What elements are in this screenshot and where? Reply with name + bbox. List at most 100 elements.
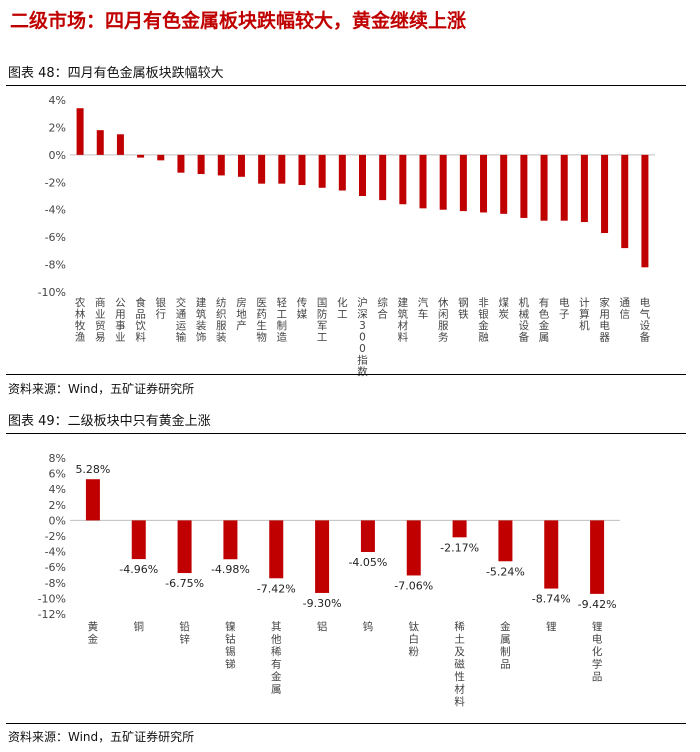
y-tick-label: 4% <box>49 94 66 107</box>
y-tick-label: 2% <box>49 121 66 134</box>
bar-稀土及磁性材料 <box>452 520 467 538</box>
bar-家用电器 <box>601 154 609 234</box>
figure-48-top-rule <box>6 85 686 86</box>
bar-化工 <box>338 154 346 191</box>
y-tick-label: -2% <box>45 176 66 189</box>
data-label: -4.98% <box>211 563 250 576</box>
category-label: 锂 <box>546 620 557 633</box>
category-label: 金属制品 <box>500 620 511 671</box>
category-label: 计算机 <box>579 296 590 332</box>
category-label: 建筑装饰 <box>196 296 207 344</box>
category-label: 稀土及磁性材料 <box>454 620 465 708</box>
data-label: -2.17% <box>440 541 479 554</box>
category-label: 钨 <box>363 620 374 633</box>
category-label: 休闲服务 <box>438 297 449 344</box>
bar-交通运输 <box>177 154 185 173</box>
category-label: 沪深 3 0 0 指数 <box>357 296 368 378</box>
data-label: -4.05% <box>348 556 387 569</box>
bar-通信 <box>621 154 629 249</box>
category-label: 煤炭 <box>498 296 509 321</box>
category-label: 钛白粉 <box>409 620 420 658</box>
figure-48-source: 资料来源：Wind，五矿证券研究所 <box>8 382 195 396</box>
category-label: 商业贸易 <box>95 296 106 344</box>
chart-sector-returns: 4% 2% 0% -2% -4% -6% -8% -10% 农林牧渔商业贸易公用事业食品饮料银… <box>38 94 655 378</box>
bar-沪深300指数 <box>359 154 366 196</box>
bar-铅锌 <box>177 520 192 574</box>
category-label: 有色金属 <box>539 296 550 344</box>
bar-汽车 <box>419 154 427 209</box>
bar-钛白粉 <box>406 520 421 576</box>
category-label: 农林牧渔 <box>75 296 86 344</box>
bar-公用事业 <box>116 134 124 155</box>
data-label: 5.28% <box>75 463 110 476</box>
bar-轻工制造 <box>278 154 286 184</box>
bar-房地产 <box>237 154 245 177</box>
figure-49-source: 资料来源：Wind，五矿证券研究所 <box>8 730 195 744</box>
y-tick-label: -12% <box>38 608 66 621</box>
bar-建筑材料 <box>399 154 407 205</box>
data-label: -8.74% <box>532 593 571 606</box>
bar-黄金 <box>85 479 100 521</box>
y-tick-label: -6% <box>45 231 66 244</box>
category-label: 铝 <box>317 620 328 633</box>
bar-休闲服务 <box>439 154 447 210</box>
y-tick-label: -10% <box>38 592 66 605</box>
category-label: 铅锌 <box>179 620 190 646</box>
data-label: -6.75% <box>165 577 204 590</box>
bar-钢铁 <box>459 154 467 212</box>
bar-钨 <box>360 520 375 552</box>
bar-综合 <box>379 154 387 201</box>
category-label: 公用事业 <box>115 297 126 344</box>
bar-有色金属 <box>540 154 548 221</box>
category-label: 房地产 <box>236 296 247 332</box>
bar-食品饮料 <box>137 154 145 158</box>
y-tick-label: 4% <box>49 483 66 496</box>
bar-镍钴锡锑 <box>223 520 238 560</box>
category-label: 汽车 <box>418 296 429 321</box>
category-label: 镍钴锡锑 <box>225 620 236 671</box>
bar-其他稀有金属 <box>269 520 284 579</box>
category-label: 轻工制造 <box>277 296 288 344</box>
category-label: 其他稀有金属 <box>271 621 282 696</box>
category-label: 钢铁 <box>458 296 469 321</box>
category-label: 非银金融 <box>478 297 489 344</box>
category-label: 食品饮料 <box>135 296 146 344</box>
bar-铜 <box>131 520 146 560</box>
figure-49-bottom-rule <box>6 723 686 724</box>
data-label: -7.06% <box>394 579 433 592</box>
y-tick-label: -8% <box>45 259 66 272</box>
category-label: 国防军工 <box>317 297 328 344</box>
figure-48-label: 图表 48：四月有色金属板块跌幅较大 <box>8 66 224 81</box>
figure-49-top-rule <box>6 433 686 434</box>
figure-48-bottom-rule <box>6 374 686 375</box>
bar-电气设备 <box>641 154 649 268</box>
bar-计算机 <box>580 154 588 223</box>
category-label: 电气设备 <box>640 296 651 344</box>
y-tick-label: -4% <box>45 204 66 217</box>
y-tick-label: -6% <box>45 561 66 574</box>
category-label: 交通运输 <box>176 296 187 344</box>
bar-机械设备 <box>520 154 528 218</box>
category-label: 黄金 <box>88 620 99 646</box>
category-label: 综合 <box>377 296 388 321</box>
bar-锂电化学品 <box>590 520 605 594</box>
data-label: -7.42% <box>257 582 296 595</box>
bar-农林牧渔 <box>76 108 84 155</box>
bar-医药生物 <box>258 154 266 184</box>
bar-银行 <box>157 154 165 161</box>
bar-建筑装饰 <box>197 154 205 175</box>
category-label: 传媒 <box>297 297 308 321</box>
category-label: 银行 <box>156 296 167 321</box>
data-label: -5.24% <box>486 565 525 578</box>
bar-国防军工 <box>318 154 326 188</box>
bar-传媒 <box>298 154 306 186</box>
bar-电子 <box>560 154 568 221</box>
y-tick-label: -10% <box>38 286 66 299</box>
y-tick-label: 6% <box>49 468 66 481</box>
y-tick-label: 0% <box>49 514 66 527</box>
y-tick-label: 8% <box>49 452 66 465</box>
category-label: 医药生物 <box>256 297 267 344</box>
chart-subsector-returns: 8% 6% 4% 2% 0% -2% -4% -6% -8% -10% -12% 5.28% -4.9… <box>38 452 620 708</box>
bar-纺织服装 <box>217 154 225 176</box>
data-label: -9.42% <box>578 598 617 611</box>
